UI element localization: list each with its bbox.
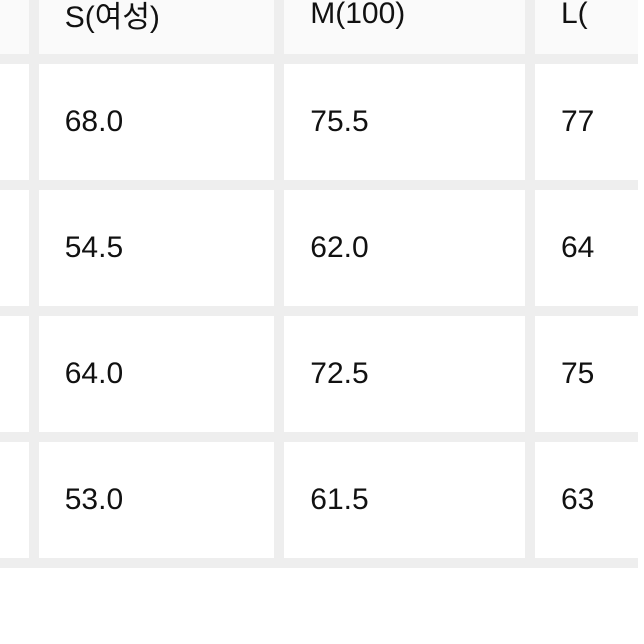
table-cell: 53.0: [29, 442, 275, 568]
col-header-s-text: S(여성): [65, 0, 274, 36]
cell-text: 61.5: [310, 483, 524, 517]
cell-text: 68.0: [65, 105, 274, 139]
table-cell: 64: [525, 190, 638, 316]
cell-text: 75.5: [310, 105, 524, 139]
cell-text: 75: [561, 357, 637, 391]
col-header-m-text: M(100): [310, 0, 524, 31]
cell-text: 53.0: [65, 483, 274, 517]
table-cell: [0, 64, 29, 190]
table-row: 54.5 62.0 64: [0, 190, 638, 316]
cell-text: 62.0: [310, 231, 524, 265]
table-row: 68.0 75.5 77: [0, 64, 638, 190]
table-cell: 63: [525, 442, 638, 568]
col-header-s: S(여성): [29, 0, 275, 64]
cell-text: 63: [561, 483, 637, 517]
cell-text: 64: [561, 231, 637, 265]
cell-text: 72.5: [310, 357, 524, 391]
table-cell: 72.5: [274, 316, 525, 442]
cell-text: 64.0: [65, 357, 274, 391]
table-header-row: S(여성) M(100) L(: [0, 0, 638, 64]
table-cell: 54.5: [29, 190, 275, 316]
cell-text: 77: [561, 105, 637, 139]
table-row: 53.0 61.5 63: [0, 442, 638, 568]
table-body: 68.0 75.5 77 54.5 62.0 64 64.0 72.5 75 5…: [0, 64, 638, 568]
col-header-m: M(100): [274, 0, 525, 64]
table-cell: 64.0: [29, 316, 275, 442]
cell-text: 54.5: [65, 231, 274, 265]
table-cell: 75.5: [274, 64, 525, 190]
table-cell: [0, 190, 29, 316]
table-cell: [0, 316, 29, 442]
table-cell: 68.0: [29, 64, 275, 190]
table-viewport: S(여성) M(100) L( 68.0 75.5 77 54.5 62.0 6…: [0, 0, 644, 644]
table-cell: 75: [525, 316, 638, 442]
size-chart-table: S(여성) M(100) L( 68.0 75.5 77 54.5 62.0 6…: [0, 0, 638, 568]
table-cell: 62.0: [274, 190, 525, 316]
table-cell: [0, 442, 29, 568]
table-header: S(여성) M(100) L(: [0, 0, 638, 64]
table-cell: 77: [525, 64, 638, 190]
col-header-blank: [0, 0, 29, 64]
col-header-l: L(: [525, 0, 638, 64]
table-cell: 61.5: [274, 442, 525, 568]
col-header-l-text: L(: [561, 0, 637, 31]
table-row: 64.0 72.5 75: [0, 316, 638, 442]
